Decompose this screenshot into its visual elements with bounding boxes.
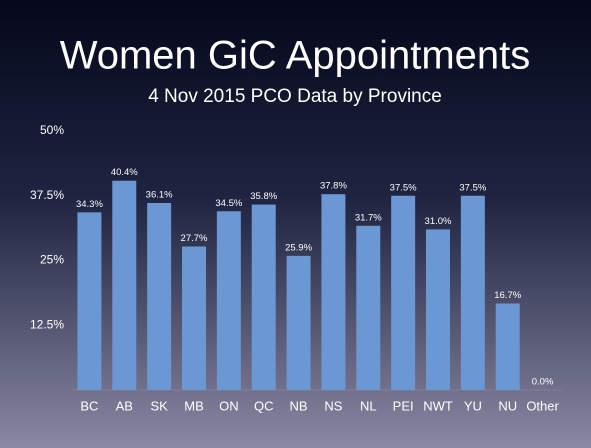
y-tick-label: 50% <box>40 123 64 137</box>
bar <box>495 303 520 390</box>
bar <box>356 225 381 390</box>
value-label: 36.1% <box>146 190 173 201</box>
x-tick-label: SK <box>150 398 168 413</box>
bar <box>391 195 416 390</box>
value-label: 37.5% <box>390 182 417 193</box>
bar <box>321 194 346 390</box>
x-tick-label: Other <box>526 398 559 413</box>
bar <box>182 246 206 390</box>
value-label: 34.3% <box>76 199 103 210</box>
x-tick-label: MB <box>184 398 204 413</box>
bar <box>460 195 485 390</box>
x-tick-label: BC <box>80 398 98 413</box>
bar <box>112 180 137 390</box>
x-tick-label: AB <box>116 398 133 413</box>
y-tick-label: 25% <box>40 253 64 267</box>
value-label: 34.5% <box>215 198 242 209</box>
value-label: 27.7% <box>181 233 208 244</box>
chart-subtitle: 4 Nov 2015 PCO Data by Province <box>148 86 442 107</box>
y-tick-label: 37.5% <box>30 188 64 202</box>
x-tick-label: QC <box>254 398 274 413</box>
value-label: 35.8% <box>250 191 277 202</box>
x-tick-label: NL <box>360 398 377 413</box>
value-label: 0.0% <box>532 377 554 388</box>
x-tick-label: NU <box>498 398 517 413</box>
value-label: 37.8% <box>320 181 347 192</box>
x-tick-label: YU <box>464 398 482 413</box>
x-tick-label: ON <box>219 398 239 413</box>
bar <box>147 203 172 390</box>
value-label: 40.4% <box>111 167 138 178</box>
x-tick-label: NWT <box>423 398 453 413</box>
x-tick-label: NB <box>290 398 308 413</box>
y-tick-label: 12.5% <box>30 317 64 331</box>
bar <box>286 255 311 390</box>
value-label: 25.9% <box>285 242 312 253</box>
bar <box>77 212 102 390</box>
bar <box>426 229 450 390</box>
value-label: 37.5% <box>459 182 486 193</box>
value-label: 16.7% <box>494 290 521 301</box>
x-tick-label: PEI <box>393 398 414 413</box>
value-label: 31.7% <box>355 212 382 223</box>
bar <box>216 211 241 390</box>
value-label: 31.0% <box>425 216 452 227</box>
x-tick-label: NS <box>324 398 342 413</box>
chart-title: Women GiC Appointments <box>60 34 531 78</box>
bar <box>251 204 276 390</box>
